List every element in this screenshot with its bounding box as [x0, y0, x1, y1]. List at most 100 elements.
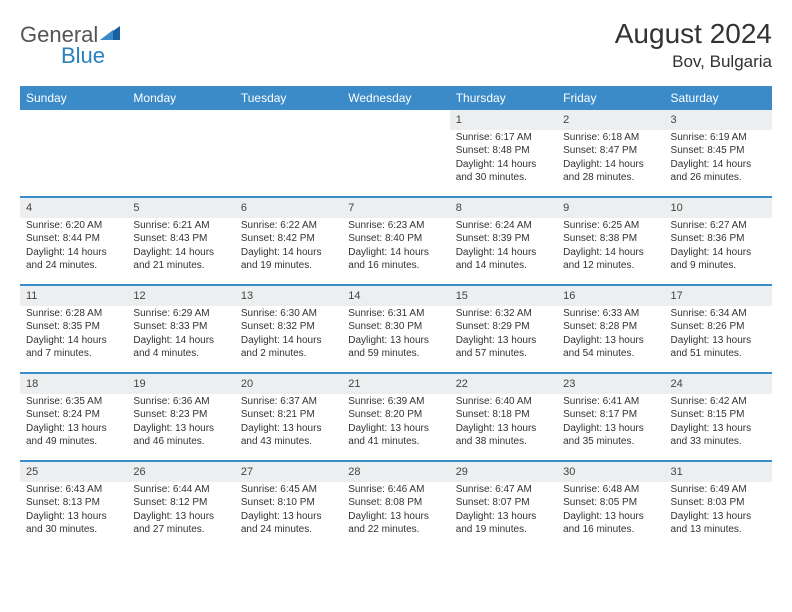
calendar-table: SundayMondayTuesdayWednesdayThursdayFrid…: [20, 86, 772, 548]
sunrise-text: Sunrise: 6:21 AM: [133, 219, 228, 233]
day-number: 18: [20, 374, 127, 394]
daylight-text: Daylight: 13 hours and 13 minutes.: [671, 510, 766, 537]
sunrise-text: Sunrise: 6:41 AM: [563, 395, 658, 409]
header: General August 2024 Bov, Bulgaria: [20, 18, 772, 72]
day-number: 19: [127, 374, 234, 394]
daylight-text: Daylight: 14 hours and 12 minutes.: [563, 246, 658, 273]
daylight-text: Daylight: 13 hours and 41 minutes.: [348, 422, 443, 449]
day-details: Sunrise: 6:45 AMSunset: 8:10 PMDaylight:…: [235, 482, 342, 541]
title-block: August 2024 Bov, Bulgaria: [615, 18, 772, 72]
calendar-day-cell: 9Sunrise: 6:25 AMSunset: 8:38 PMDaylight…: [557, 198, 664, 284]
daylight-text: Daylight: 13 hours and 30 minutes.: [26, 510, 121, 537]
weekday-header: Saturday: [665, 86, 772, 110]
day-details: Sunrise: 6:41 AMSunset: 8:17 PMDaylight:…: [557, 394, 664, 453]
calendar-week-row: 11Sunrise: 6:28 AMSunset: 8:35 PMDayligh…: [20, 286, 772, 372]
weekday-header: Thursday: [450, 86, 557, 110]
sunrise-text: Sunrise: 6:18 AM: [563, 131, 658, 145]
sunrise-text: Sunrise: 6:29 AM: [133, 307, 228, 321]
calendar-day-cell: 23Sunrise: 6:41 AMSunset: 8:17 PMDayligh…: [557, 374, 664, 460]
day-number: 31: [665, 462, 772, 482]
sunset-text: Sunset: 8:35 PM: [26, 320, 121, 334]
calendar-day-cell: 20Sunrise: 6:37 AMSunset: 8:21 PMDayligh…: [235, 374, 342, 460]
sunrise-text: Sunrise: 6:33 AM: [563, 307, 658, 321]
weekday-header: Tuesday: [235, 86, 342, 110]
day-details: Sunrise: 6:44 AMSunset: 8:12 PMDaylight:…: [127, 482, 234, 541]
month-title: August 2024: [615, 18, 772, 50]
calendar-day-cell: 27Sunrise: 6:45 AMSunset: 8:10 PMDayligh…: [235, 462, 342, 548]
day-details: Sunrise: 6:37 AMSunset: 8:21 PMDaylight:…: [235, 394, 342, 453]
calendar-week-row: 18Sunrise: 6:35 AMSunset: 8:24 PMDayligh…: [20, 374, 772, 460]
day-number: 23: [557, 374, 664, 394]
sunset-text: Sunset: 8:15 PM: [671, 408, 766, 422]
sunset-text: Sunset: 8:08 PM: [348, 496, 443, 510]
calendar-day-cell: 17Sunrise: 6:34 AMSunset: 8:26 PMDayligh…: [665, 286, 772, 372]
day-details: Sunrise: 6:24 AMSunset: 8:39 PMDaylight:…: [450, 218, 557, 277]
sunrise-text: Sunrise: 6:23 AM: [348, 219, 443, 233]
calendar-page: General August 2024 Bov, Bulgaria Blue S…: [0, 0, 792, 558]
sunrise-text: Sunrise: 6:42 AM: [671, 395, 766, 409]
weekday-header: Monday: [127, 86, 234, 110]
day-number: 9: [557, 198, 664, 218]
sunset-text: Sunset: 8:03 PM: [671, 496, 766, 510]
daylight-text: Daylight: 14 hours and 28 minutes.: [563, 158, 658, 185]
daylight-text: Daylight: 13 hours and 27 minutes.: [133, 510, 228, 537]
day-number: 6: [235, 198, 342, 218]
sunset-text: Sunset: 8:36 PM: [671, 232, 766, 246]
daylight-text: Daylight: 13 hours and 49 minutes.: [26, 422, 121, 449]
day-number: 8: [450, 198, 557, 218]
location: Bov, Bulgaria: [615, 52, 772, 72]
daylight-text: Daylight: 14 hours and 16 minutes.: [348, 246, 443, 273]
calendar-day-cell: 29Sunrise: 6:47 AMSunset: 8:07 PMDayligh…: [450, 462, 557, 548]
calendar-week-row: ....1Sunrise: 6:17 AMSunset: 8:48 PMDayl…: [20, 110, 772, 196]
day-details: Sunrise: 6:33 AMSunset: 8:28 PMDaylight:…: [557, 306, 664, 365]
daylight-text: Daylight: 14 hours and 30 minutes.: [456, 158, 551, 185]
daylight-text: Daylight: 14 hours and 24 minutes.: [26, 246, 121, 273]
weekday-header: Friday: [557, 86, 664, 110]
day-number: 3: [665, 110, 772, 130]
calendar-day-cell: 25Sunrise: 6:43 AMSunset: 8:13 PMDayligh…: [20, 462, 127, 548]
calendar-day-cell: 5Sunrise: 6:21 AMSunset: 8:43 PMDaylight…: [127, 198, 234, 284]
calendar-day-cell: 16Sunrise: 6:33 AMSunset: 8:28 PMDayligh…: [557, 286, 664, 372]
day-number: 27: [235, 462, 342, 482]
day-number: 7: [342, 198, 449, 218]
sunset-text: Sunset: 8:13 PM: [26, 496, 121, 510]
daylight-text: Daylight: 13 hours and 59 minutes.: [348, 334, 443, 361]
daylight-text: Daylight: 14 hours and 7 minutes.: [26, 334, 121, 361]
sunrise-text: Sunrise: 6:47 AM: [456, 483, 551, 497]
sunset-text: Sunset: 8:30 PM: [348, 320, 443, 334]
calendar-day-cell: .: [235, 110, 342, 196]
calendar-day-cell: 11Sunrise: 6:28 AMSunset: 8:35 PMDayligh…: [20, 286, 127, 372]
day-number: 22: [450, 374, 557, 394]
weekday-header: Sunday: [20, 86, 127, 110]
sunset-text: Sunset: 8:43 PM: [133, 232, 228, 246]
calendar-day-cell: .: [20, 110, 127, 196]
daylight-text: Daylight: 14 hours and 4 minutes.: [133, 334, 228, 361]
sunrise-text: Sunrise: 6:17 AM: [456, 131, 551, 145]
day-details: Sunrise: 6:25 AMSunset: 8:38 PMDaylight:…: [557, 218, 664, 277]
calendar-day-cell: 10Sunrise: 6:27 AMSunset: 8:36 PMDayligh…: [665, 198, 772, 284]
day-number: 26: [127, 462, 234, 482]
daylight-text: Daylight: 13 hours and 54 minutes.: [563, 334, 658, 361]
day-details: Sunrise: 6:47 AMSunset: 8:07 PMDaylight:…: [450, 482, 557, 541]
day-details: Sunrise: 6:32 AMSunset: 8:29 PMDaylight:…: [450, 306, 557, 365]
sunrise-text: Sunrise: 6:49 AM: [671, 483, 766, 497]
sunset-text: Sunset: 8:42 PM: [241, 232, 336, 246]
calendar-day-cell: 18Sunrise: 6:35 AMSunset: 8:24 PMDayligh…: [20, 374, 127, 460]
calendar-day-cell: 12Sunrise: 6:29 AMSunset: 8:33 PMDayligh…: [127, 286, 234, 372]
day-number: 30: [557, 462, 664, 482]
calendar-header-row: SundayMondayTuesdayWednesdayThursdayFrid…: [20, 86, 772, 110]
day-details: Sunrise: 6:27 AMSunset: 8:36 PMDaylight:…: [665, 218, 772, 277]
sunrise-text: Sunrise: 6:32 AM: [456, 307, 551, 321]
sunrise-text: Sunrise: 6:39 AM: [348, 395, 443, 409]
day-details: Sunrise: 6:17 AMSunset: 8:48 PMDaylight:…: [450, 130, 557, 189]
day-number: 1: [450, 110, 557, 130]
calendar-day-cell: 6Sunrise: 6:22 AMSunset: 8:42 PMDaylight…: [235, 198, 342, 284]
calendar-day-cell: 2Sunrise: 6:18 AMSunset: 8:47 PMDaylight…: [557, 110, 664, 196]
sunset-text: Sunset: 8:18 PM: [456, 408, 551, 422]
daylight-text: Daylight: 13 hours and 19 minutes.: [456, 510, 551, 537]
sunrise-text: Sunrise: 6:30 AM: [241, 307, 336, 321]
calendar-day-cell: 22Sunrise: 6:40 AMSunset: 8:18 PMDayligh…: [450, 374, 557, 460]
day-details: Sunrise: 6:46 AMSunset: 8:08 PMDaylight:…: [342, 482, 449, 541]
sunrise-text: Sunrise: 6:37 AM: [241, 395, 336, 409]
calendar-day-cell: 21Sunrise: 6:39 AMSunset: 8:20 PMDayligh…: [342, 374, 449, 460]
